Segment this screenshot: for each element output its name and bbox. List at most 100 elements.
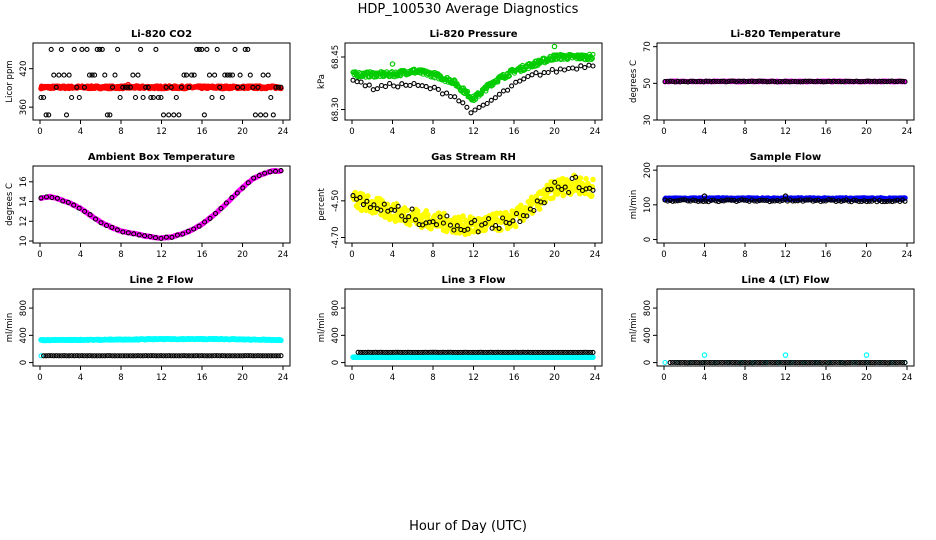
data-point bbox=[525, 73, 531, 80]
data-point bbox=[381, 201, 387, 207]
data-point bbox=[532, 349, 539, 355]
data-point bbox=[102, 353, 108, 359]
data-point bbox=[813, 79, 819, 85]
data-point bbox=[166, 112, 172, 118]
data-point bbox=[140, 353, 146, 359]
data-point bbox=[158, 353, 164, 359]
data-point bbox=[212, 353, 218, 359]
data-point bbox=[41, 94, 47, 101]
data-point bbox=[839, 360, 846, 366]
data-point bbox=[687, 198, 694, 204]
y-axis-label: degrees C bbox=[629, 60, 639, 103]
data-point bbox=[859, 360, 866, 366]
data-point bbox=[451, 227, 457, 233]
data-point bbox=[848, 78, 854, 85]
data-point bbox=[413, 217, 419, 223]
data-point bbox=[590, 63, 596, 69]
data-point bbox=[566, 189, 572, 196]
data-point bbox=[166, 353, 172, 359]
data-point bbox=[692, 360, 698, 366]
data-point bbox=[104, 353, 110, 359]
data-point bbox=[148, 94, 154, 101]
data-point bbox=[884, 360, 891, 366]
data-point bbox=[718, 78, 724, 84]
data-point bbox=[742, 360, 748, 366]
data-point bbox=[754, 360, 761, 366]
data-point bbox=[580, 349, 586, 355]
x-tick-label: 20 bbox=[861, 373, 872, 383]
y-tick-label: 0 bbox=[643, 360, 653, 365]
data-point bbox=[98, 220, 104, 226]
data-point bbox=[570, 349, 576, 355]
data-point bbox=[370, 87, 376, 93]
data-point bbox=[697, 360, 703, 366]
data-point bbox=[685, 79, 691, 85]
data-point bbox=[792, 78, 798, 85]
data-point bbox=[256, 173, 262, 179]
data-point bbox=[744, 79, 750, 85]
y-tick-label: 0 bbox=[19, 360, 29, 365]
data-point bbox=[114, 227, 120, 233]
data-point bbox=[472, 217, 478, 223]
data-point bbox=[703, 78, 709, 84]
data-point bbox=[365, 349, 371, 355]
data-point bbox=[667, 360, 673, 366]
data-point bbox=[120, 229, 126, 235]
data-point bbox=[63, 353, 70, 359]
data-point bbox=[680, 78, 686, 84]
y-tick-label: 68.30 bbox=[331, 97, 341, 121]
data-point bbox=[562, 349, 569, 355]
data-point bbox=[496, 225, 502, 231]
data-point bbox=[247, 72, 253, 78]
data-point bbox=[810, 198, 816, 204]
data-point bbox=[859, 79, 865, 85]
data-point bbox=[557, 66, 563, 72]
data-point bbox=[120, 84, 126, 90]
x-axis-label: Hour of Day (UTC) bbox=[409, 519, 527, 534]
series-secondary bbox=[667, 359, 908, 366]
data-point bbox=[856, 198, 862, 205]
data-point bbox=[457, 349, 464, 355]
data-point bbox=[415, 349, 421, 355]
y-tick-label: 400 bbox=[643, 327, 653, 343]
data-point bbox=[555, 184, 561, 190]
data-point bbox=[841, 79, 847, 85]
data-point bbox=[495, 349, 501, 355]
data-point bbox=[395, 203, 401, 209]
data-point bbox=[733, 79, 740, 85]
data-point bbox=[357, 195, 363, 201]
data-point bbox=[125, 84, 131, 90]
data-point bbox=[423, 84, 429, 90]
data-point bbox=[769, 78, 775, 84]
data-point bbox=[51, 72, 57, 78]
x-tick-label: 4 bbox=[78, 373, 83, 383]
y-axis-label: ml/min bbox=[629, 313, 639, 343]
data-point bbox=[430, 349, 436, 355]
x-tick-label: 8 bbox=[118, 373, 123, 383]
data-point bbox=[51, 353, 57, 359]
data-point bbox=[168, 84, 174, 90]
data-point bbox=[480, 349, 486, 355]
data-point bbox=[258, 353, 264, 359]
data-point bbox=[270, 353, 276, 359]
data-point bbox=[902, 360, 908, 366]
x-tick-label: 8 bbox=[742, 127, 747, 137]
data-point bbox=[667, 78, 673, 84]
x-tick-label: 0 bbox=[37, 250, 42, 260]
data-point bbox=[590, 51, 596, 57]
data-point bbox=[721, 198, 727, 204]
data-point bbox=[79, 353, 85, 359]
x-tick-label: 16 bbox=[509, 127, 520, 137]
data-point bbox=[181, 353, 187, 359]
data-point bbox=[784, 360, 791, 366]
data-point bbox=[385, 349, 391, 355]
data-point bbox=[529, 72, 535, 78]
data-point bbox=[74, 353, 80, 359]
data-point bbox=[132, 94, 139, 101]
data-point bbox=[767, 359, 773, 366]
data-point bbox=[122, 353, 128, 359]
data-point bbox=[542, 349, 549, 355]
data-point bbox=[350, 77, 356, 83]
data-point bbox=[795, 79, 801, 85]
data-point bbox=[364, 198, 370, 204]
